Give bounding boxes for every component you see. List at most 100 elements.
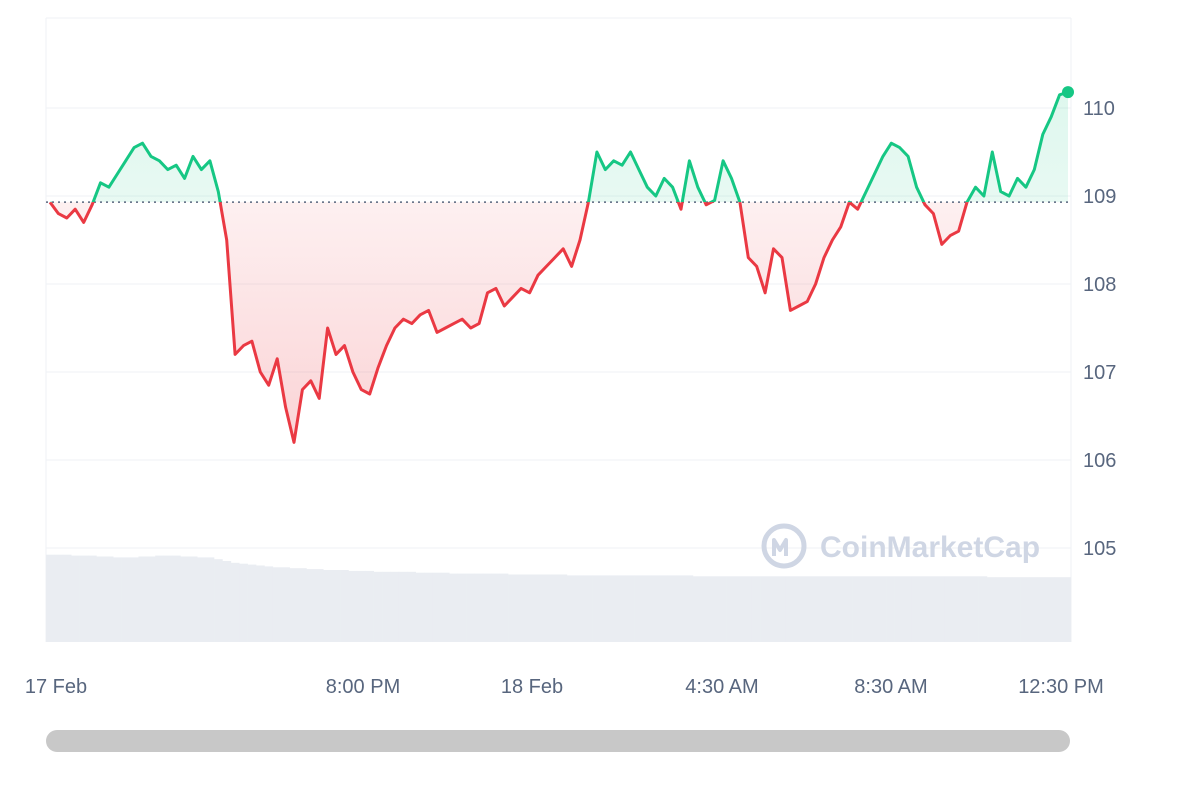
volume-bar bbox=[877, 576, 887, 642]
volume-bar bbox=[734, 576, 744, 642]
volume-bar bbox=[188, 556, 198, 642]
volume-bar bbox=[751, 576, 761, 642]
volume-bar bbox=[348, 570, 358, 642]
y-tick-label: 105 bbox=[1083, 538, 1116, 560]
price-line-down bbox=[48, 202, 969, 444]
data-points bbox=[49, 91, 1070, 444]
volume-bar bbox=[844, 576, 853, 642]
volume-bar bbox=[558, 574, 568, 642]
watermark-text: CoinMarketCap bbox=[820, 531, 1040, 564]
volume-bar bbox=[373, 571, 383, 642]
volume-bar bbox=[474, 573, 484, 642]
volume-bar bbox=[289, 568, 299, 642]
volume-bar bbox=[785, 576, 795, 642]
last-price-dot[interactable] bbox=[1062, 86, 1074, 99]
volume-bar bbox=[230, 562, 240, 642]
volume-bar bbox=[222, 561, 232, 642]
volume-bar bbox=[407, 571, 416, 642]
volume-bar bbox=[432, 572, 442, 642]
volume-bar bbox=[1012, 577, 1021, 642]
volume-bar bbox=[718, 576, 727, 642]
volume-bar bbox=[919, 576, 929, 642]
volume-bar bbox=[818, 576, 828, 642]
area-fill-below bbox=[50, 202, 968, 443]
volume-bar bbox=[684, 575, 694, 642]
volume-bar bbox=[625, 575, 635, 642]
volume-bar bbox=[1028, 577, 1038, 642]
volume-bar bbox=[961, 576, 971, 642]
y-tick-label: 109 bbox=[1083, 186, 1116, 208]
volume-bar bbox=[726, 576, 736, 642]
volume-bar bbox=[121, 557, 131, 642]
volume-bar bbox=[793, 576, 803, 642]
volume-bar bbox=[256, 565, 265, 642]
volume-bar bbox=[323, 570, 332, 642]
volume-bar bbox=[928, 576, 937, 642]
volume-bar bbox=[239, 563, 248, 642]
volume-bar bbox=[340, 570, 349, 642]
volume-bar bbox=[936, 576, 946, 642]
volume-bar bbox=[608, 575, 618, 642]
volume-bar bbox=[802, 576, 811, 642]
area-fill-above bbox=[50, 92, 1068, 203]
y-axis: 110 109 108 107 106 105 bbox=[1083, 98, 1116, 560]
volume-bar bbox=[617, 575, 627, 642]
volume-bar bbox=[180, 556, 190, 642]
x-tick-label: 12:30 PM bbox=[1018, 676, 1104, 698]
volume-bar bbox=[902, 576, 912, 642]
volume-bar bbox=[54, 554, 64, 642]
volume-bar bbox=[398, 571, 408, 642]
volume-bar bbox=[298, 568, 307, 642]
volume-bar bbox=[314, 569, 324, 642]
volume-bar bbox=[776, 576, 786, 642]
volume-bar bbox=[281, 567, 290, 642]
volume-bar bbox=[155, 555, 164, 642]
y-tick-label: 110 bbox=[1083, 98, 1115, 120]
volume-bar bbox=[566, 575, 576, 642]
volume-bar bbox=[264, 566, 274, 642]
volume-bar bbox=[491, 573, 500, 642]
volume-bar bbox=[306, 569, 316, 642]
volume-bar bbox=[1037, 577, 1047, 642]
coinmarketcap-logo-icon bbox=[761, 523, 807, 569]
volume-bar bbox=[247, 564, 257, 642]
volume-bar bbox=[886, 576, 895, 642]
volume-bar bbox=[440, 572, 450, 642]
volume-bar bbox=[592, 575, 601, 642]
volume-bar bbox=[986, 577, 996, 642]
volume-bar bbox=[827, 576, 837, 642]
volume-bar bbox=[970, 576, 979, 642]
volume-bar bbox=[424, 572, 433, 642]
volume-bar bbox=[1045, 577, 1055, 642]
x-tick-label: 18 Feb bbox=[501, 676, 563, 698]
volume-bar bbox=[1054, 577, 1063, 642]
volume-bar bbox=[835, 576, 845, 642]
x-tick-label: 4:30 AM bbox=[685, 676, 758, 698]
price-line-up bbox=[50, 90, 1069, 203]
coinmarketcap-watermark: CoinMarketCap bbox=[761, 523, 1040, 569]
volume-bar bbox=[516, 574, 526, 642]
volume-bar bbox=[482, 573, 492, 642]
x-axis: 17 Feb 8:00 PM 18 Feb 4:30 AM 8:30 AM 12:30 P… bbox=[25, 676, 1104, 698]
volume-bar bbox=[415, 572, 425, 642]
volume-bar bbox=[96, 556, 106, 642]
volume-bar bbox=[88, 555, 97, 642]
volume-bar bbox=[71, 555, 80, 642]
volume-bar bbox=[365, 570, 374, 642]
y-tick-label: 106 bbox=[1083, 450, 1116, 472]
volume-bar bbox=[600, 575, 610, 642]
volume-bar bbox=[104, 556, 114, 642]
volume-bar bbox=[550, 574, 559, 642]
volume-bar bbox=[575, 575, 585, 642]
volume-bar bbox=[995, 577, 1005, 642]
volume-bar bbox=[524, 574, 534, 642]
volume-bar bbox=[768, 576, 778, 642]
price-line bbox=[48, 90, 1070, 444]
range-scrollbar[interactable] bbox=[46, 730, 1070, 752]
volume-bar bbox=[894, 576, 904, 642]
volume-bar bbox=[172, 555, 181, 642]
volume-bar bbox=[130, 557, 139, 642]
volume-bar bbox=[1062, 577, 1072, 642]
volume-bar bbox=[205, 557, 215, 642]
